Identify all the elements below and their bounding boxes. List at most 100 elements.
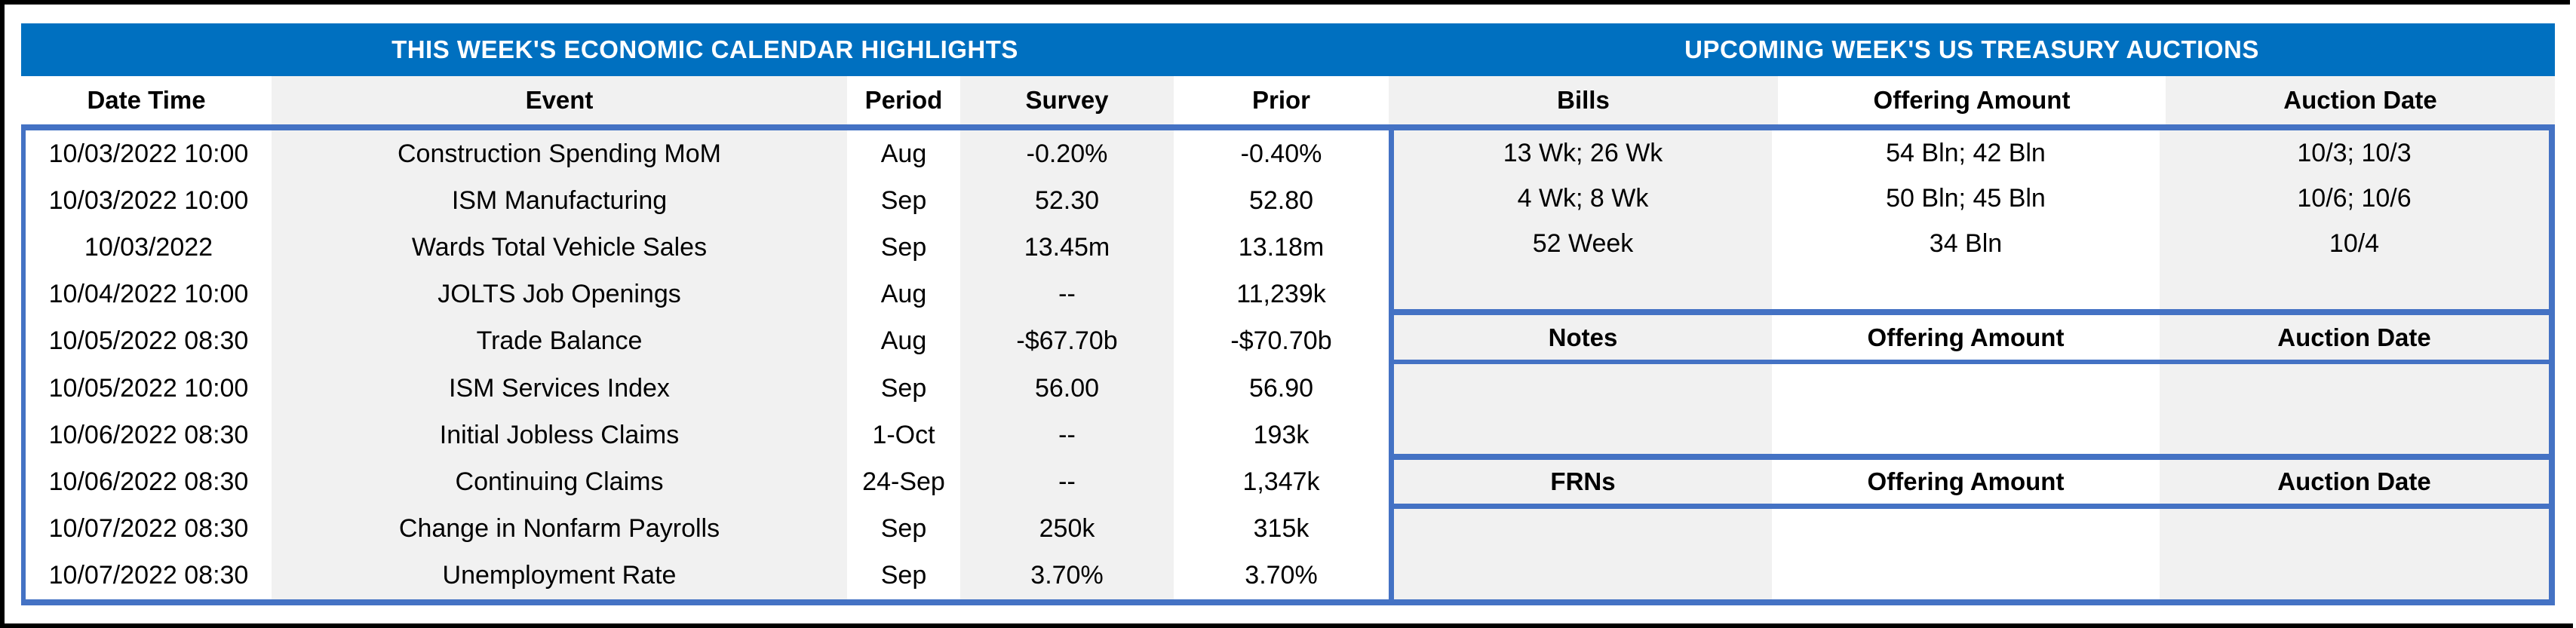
prior-cell: 11,239k [1236, 280, 1326, 309]
prior-cell: 3.70% [1245, 561, 1318, 590]
col-header-bills-offering-amount: Offering Amount [1873, 86, 2071, 114]
calendar-row: 10/03/2022 10:00 Construction Spending M… [26, 130, 1389, 178]
period-cell: 24-Sep [862, 467, 945, 496]
notes-empty-cell [1772, 364, 2160, 454]
bills-empty-cell [2160, 266, 2549, 309]
event-cell: Continuing Claims [272, 458, 847, 506]
date-cell: 10/03/2022 10:00 [48, 139, 249, 168]
title-bar: THIS WEEK'S ECONOMIC CALENDAR HIGHLIGHTS… [21, 23, 2555, 76]
date-cell: 10/06/2022 08:30 [48, 467, 249, 496]
survey-cell: -0.20% [960, 130, 1174, 178]
auctions-panel: 13 Wk; 26 Wk 54 Bln; 42 Bln 10/3; 10/3 4… [1389, 130, 2555, 605]
bills-section: 13 Wk; 26 Wk 54 Bln; 42 Bln 10/3; 10/3 4… [1389, 130, 2555, 315]
calendar-row: 10/04/2022 10:00 JOLTS Job Openings Aug … [26, 271, 1389, 318]
col-header-event: Event [272, 76, 847, 124]
period-cell: Aug [880, 139, 927, 168]
calendar-header-grid: Date Time Event Period Survey Prior [21, 76, 1389, 124]
bills-auction-date-cell: 10/4 [2160, 221, 2549, 266]
bills-offering-cell: 34 Bln [1929, 228, 2003, 258]
survey-cell: 13.45m [960, 224, 1174, 271]
event-cell: ISM Services Index [272, 365, 847, 412]
period-cell: Sep [880, 514, 927, 544]
tables-body: 10/03/2022 10:00 Construction Spending M… [21, 130, 2555, 605]
prior-cell: 56.90 [1248, 373, 1314, 403]
auctions-title: UPCOMING WEEK'S US TREASURY AUCTIONS [1684, 35, 2259, 63]
calendar-row: 10/07/2022 08:30 Change in Nonfarm Payro… [26, 505, 1389, 553]
period-cell: Aug [880, 280, 927, 309]
event-cell: JOLTS Job Openings [272, 271, 847, 318]
col-header-frns-offering-amount: Offering Amount [1867, 467, 2065, 495]
survey-cell: 250k [960, 505, 1174, 553]
date-cell: 10/05/2022 08:30 [48, 326, 249, 356]
period-cell: Sep [880, 185, 927, 215]
date-cell: 10/03/2022 [84, 232, 213, 262]
date-cell: 10/04/2022 10:00 [48, 280, 249, 309]
bills-security-cell: 13 Wk; 26 Wk [1394, 130, 1772, 176]
col-header-prior: Prior [1251, 86, 1311, 114]
bills-security-cell: 52 Week [1394, 221, 1772, 266]
bills-offering-cell: 54 Bln; 42 Bln [1886, 138, 2046, 167]
event-cell: ISM Manufacturing [272, 177, 847, 225]
col-header-bills-auction-date: Auction Date [2166, 76, 2555, 124]
calendar-row: 10/03/2022 10:00 ISM Manufacturing Sep 5… [26, 177, 1389, 225]
col-header-notes: Notes [1394, 315, 1772, 360]
date-cell: 10/07/2022 08:30 [48, 514, 249, 544]
frame-top-border [0, 0, 2570, 5]
period-cell: Sep [880, 561, 927, 590]
col-header-date-time: Date Time [87, 86, 206, 114]
notes-empty-cell [2160, 364, 2549, 454]
survey-cell: 3.70% [960, 552, 1174, 599]
date-cell: 10/06/2022 08:30 [48, 420, 249, 449]
col-header-notes-auction-date: Auction Date [2160, 315, 2549, 360]
notes-empty-cell [1394, 364, 1772, 454]
prior-cell: -$70.70b [1230, 326, 1332, 356]
frns-header-row: FRNs Offering Amount Auction Date [1389, 460, 2555, 509]
bills-auction-date-cell: 10/3; 10/3 [2160, 130, 2549, 176]
prior-cell: 193k [1253, 420, 1309, 449]
survey-cell: -- [960, 458, 1174, 506]
period-cell: 1-Oct [872, 420, 935, 449]
bills-empty-cell [1772, 266, 2160, 309]
survey-cell: -$67.70b [960, 317, 1174, 365]
frame-bottom-border [0, 623, 2573, 628]
header-divider [21, 124, 2555, 130]
period-cell: Sep [880, 373, 927, 403]
event-cell: Unemployment Rate [272, 552, 847, 599]
calendar-row: 10/05/2022 10:00 ISM Services Index Sep … [26, 365, 1389, 412]
col-header-period: Period [864, 86, 943, 114]
bills-offering-cell: 50 Bln; 45 Bln [1886, 183, 2046, 213]
survey-cell: 52.30 [960, 177, 1174, 225]
calendar-row: 10/05/2022 08:30 Trade Balance Aug -$67.… [26, 317, 1389, 365]
period-cell: Sep [880, 232, 927, 262]
col-header-frns-auction-date: Auction Date [2160, 460, 2549, 504]
event-cell: Trade Balance [272, 317, 847, 365]
event-cell: Wards Total Vehicle Sales [272, 224, 847, 271]
column-header-row: Date Time Event Period Survey Prior Bill… [21, 76, 2555, 124]
period-cell: Aug [880, 326, 927, 356]
calendar-row: 10/03/2022 Wards Total Vehicle Sales Sep… [26, 224, 1389, 271]
bills-security-cell: 4 Wk; 8 Wk [1394, 176, 1772, 221]
survey-cell: 56.00 [960, 365, 1174, 412]
event-cell: Construction Spending MoM [272, 130, 847, 178]
calendar-table: 10/03/2022 10:00 Construction Spending M… [21, 130, 1389, 605]
calendar-row: 10/07/2022 08:30 Unemployment Rate Sep 3… [26, 552, 1389, 599]
notes-header-row: Notes Offering Amount Auction Date [1389, 315, 2555, 364]
bills-auction-date-cell: 10/6; 10/6 [2160, 176, 2549, 221]
col-header-notes-offering-amount: Offering Amount [1867, 323, 2065, 351]
prior-cell: 52.80 [1248, 185, 1314, 215]
prior-cell: -0.40% [1240, 139, 1322, 168]
bills-header-grid: Bills Offering Amount Auction Date [1389, 76, 2555, 124]
prior-cell: 315k [1253, 514, 1309, 544]
report-content: THIS WEEK'S ECONOMIC CALENDAR HIGHLIGHTS… [21, 23, 2555, 605]
frns-section [1389, 509, 2555, 605]
notes-section [1389, 364, 2555, 460]
date-cell: 10/05/2022 10:00 [48, 373, 249, 403]
frns-empty-cell [1772, 509, 2160, 599]
prior-cell: 13.18m [1238, 232, 1325, 262]
event-cell: Change in Nonfarm Payrolls [272, 505, 847, 553]
date-cell: 10/03/2022 10:00 [48, 185, 249, 215]
prior-cell: 1,347k [1242, 467, 1320, 496]
survey-cell: -- [960, 271, 1174, 318]
col-header-survey: Survey [960, 76, 1174, 124]
